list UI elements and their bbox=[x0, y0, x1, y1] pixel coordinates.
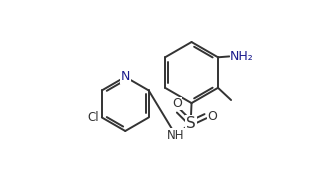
Text: S: S bbox=[186, 116, 196, 131]
Text: NH: NH bbox=[167, 129, 184, 142]
Text: Cl: Cl bbox=[87, 111, 99, 124]
Text: N: N bbox=[121, 70, 130, 83]
Text: O: O bbox=[172, 97, 182, 110]
Text: O: O bbox=[207, 110, 217, 123]
Text: NH₂: NH₂ bbox=[230, 50, 254, 63]
